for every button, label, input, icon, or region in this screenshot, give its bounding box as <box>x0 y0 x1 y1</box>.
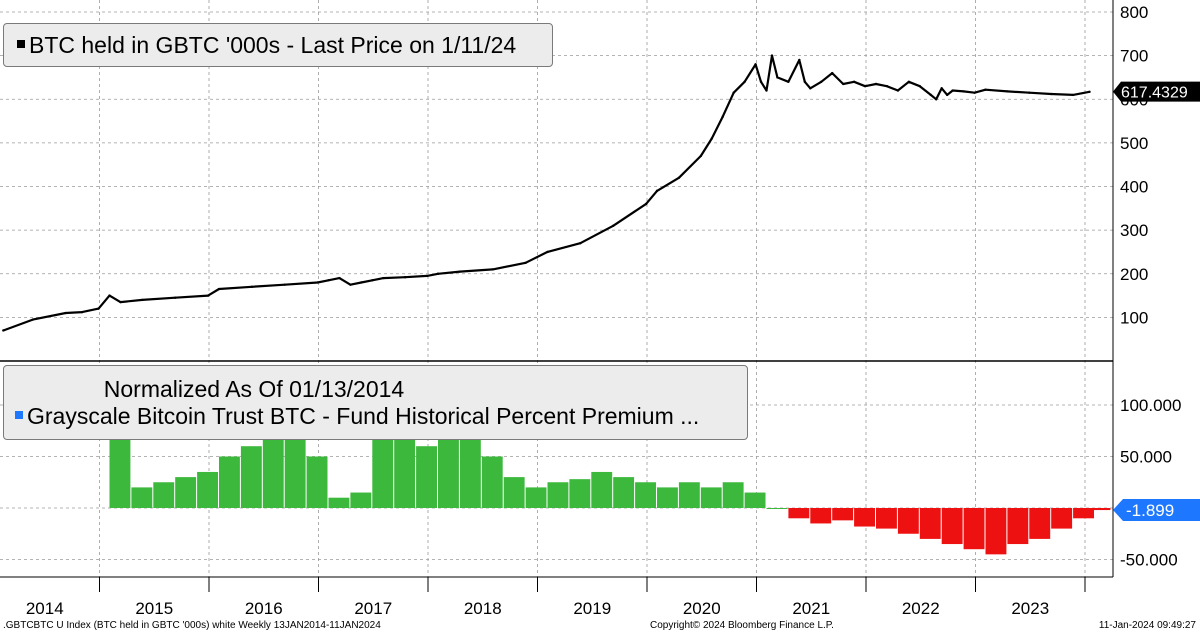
premium-bar <box>1073 508 1094 519</box>
premium-bar <box>284 435 306 508</box>
premium-bar <box>219 456 240 508</box>
premium-bar <box>481 456 503 508</box>
premium-bar <box>591 471 613 508</box>
premium-bar <box>240 446 262 508</box>
premium-bar <box>678 482 700 508</box>
premium-bar <box>394 430 416 508</box>
top-last-value-tag <box>1113 81 1200 102</box>
bottom-y-tick-label: 100.000 <box>1120 396 1181 415</box>
top-y-tick-label: 100 <box>1120 308 1148 327</box>
premium-bar <box>350 492 372 508</box>
x-tick-label-2018: 2018 <box>464 599 502 618</box>
premium-bar <box>306 456 328 508</box>
premium-bar <box>503 477 525 508</box>
footer-index-info: .GBTCBTC U Index (BTC held in GBTC '000s… <box>3 620 381 631</box>
premium-bar <box>832 508 854 521</box>
premium-bar <box>766 508 788 509</box>
top-y-tick-label: 500 <box>1120 134 1148 153</box>
premium-bar <box>635 482 656 508</box>
premium-bar <box>1007 508 1029 545</box>
bottom-y-tick-label: 50.000 <box>1120 448 1172 467</box>
premium-bar <box>788 508 810 519</box>
premium-bar <box>613 477 635 508</box>
premium-bar <box>941 508 963 545</box>
premium-bar <box>744 492 766 508</box>
top-y-tick-label: 800 <box>1120 3 1148 22</box>
bottom-last-value-label: -1.899 <box>1126 501 1174 520</box>
top-y-tick-label: 200 <box>1120 265 1148 284</box>
x-tick-label-2014: 2014 <box>26 599 64 618</box>
bottom-chart-title: Normalized As Of 01/13/2014 <box>103 376 405 402</box>
bottom-chart-legend: Normalized As Of 01/13/2014 Grayscale Bi… <box>3 365 748 440</box>
premium-bar <box>722 482 744 508</box>
top-chart-legend: BTC held in GBTC '000s - Last Price on 1… <box>3 23 553 67</box>
premium-bar <box>131 487 153 508</box>
premium-bar <box>459 435 481 508</box>
premium-bar <box>372 425 394 508</box>
x-tick-label-2022: 2022 <box>902 599 940 618</box>
top-y-tick-label: 400 <box>1120 178 1148 197</box>
top-y-tick-label: 300 <box>1120 221 1148 240</box>
premium-bar <box>810 508 832 524</box>
x-tick-label-2021: 2021 <box>792 599 830 618</box>
x-tick-label-2020: 2020 <box>683 599 721 618</box>
top-last-value-label: 617.4329 <box>1121 85 1188 102</box>
premium-bar <box>569 479 591 508</box>
premium-bar <box>700 487 722 508</box>
btc-held-line <box>2 54 1090 332</box>
premium-bar <box>262 425 284 508</box>
premium-bar <box>525 487 547 508</box>
legend-marker-blue-square <box>15 410 23 419</box>
premium-bar <box>175 477 197 508</box>
top-legend-text: BTC held in GBTC '000s - Last Price on 1… <box>29 32 517 58</box>
x-tick-label-2019: 2019 <box>573 599 611 618</box>
premium-bar <box>1089 508 1111 511</box>
footer-timestamp: 11-Jan-2024 09:49:27 <box>1098 620 1196 631</box>
premium-bar <box>416 446 437 508</box>
premium-bar <box>897 508 919 534</box>
premium-bar <box>1029 508 1051 539</box>
x-tick-label-2016: 2016 <box>245 599 283 618</box>
bottom-last-value-tag <box>1113 498 1200 521</box>
bottom-legend-text: Grayscale Bitcoin Trust BTC - Fund Histo… <box>27 403 700 429</box>
x-tick-label-2017: 2017 <box>354 599 392 618</box>
legend-marker-black-square <box>17 39 25 48</box>
premium-bar <box>985 508 1007 555</box>
premium-bar <box>963 508 985 550</box>
top-y-tick-label: 700 <box>1120 47 1148 66</box>
x-tick-label-2015: 2015 <box>135 599 173 618</box>
premium-bar <box>109 425 131 508</box>
premium-bar <box>328 497 350 508</box>
bottom-y-tick-label: -50.000 <box>1120 551 1178 570</box>
premium-bar <box>547 482 569 508</box>
premium-bar <box>876 508 897 529</box>
premium-bar <box>854 508 875 527</box>
premium-bar <box>657 487 678 508</box>
premium-bar <box>438 420 459 508</box>
premium-bar <box>153 482 175 508</box>
premium-bar <box>1051 508 1073 529</box>
premium-bar <box>197 471 218 508</box>
footer-copyright: Copyright© 2024 Bloomberg Finance L.P. <box>650 620 834 631</box>
premium-bar <box>919 508 941 539</box>
x-tick-label-2023: 2023 <box>1011 599 1049 618</box>
